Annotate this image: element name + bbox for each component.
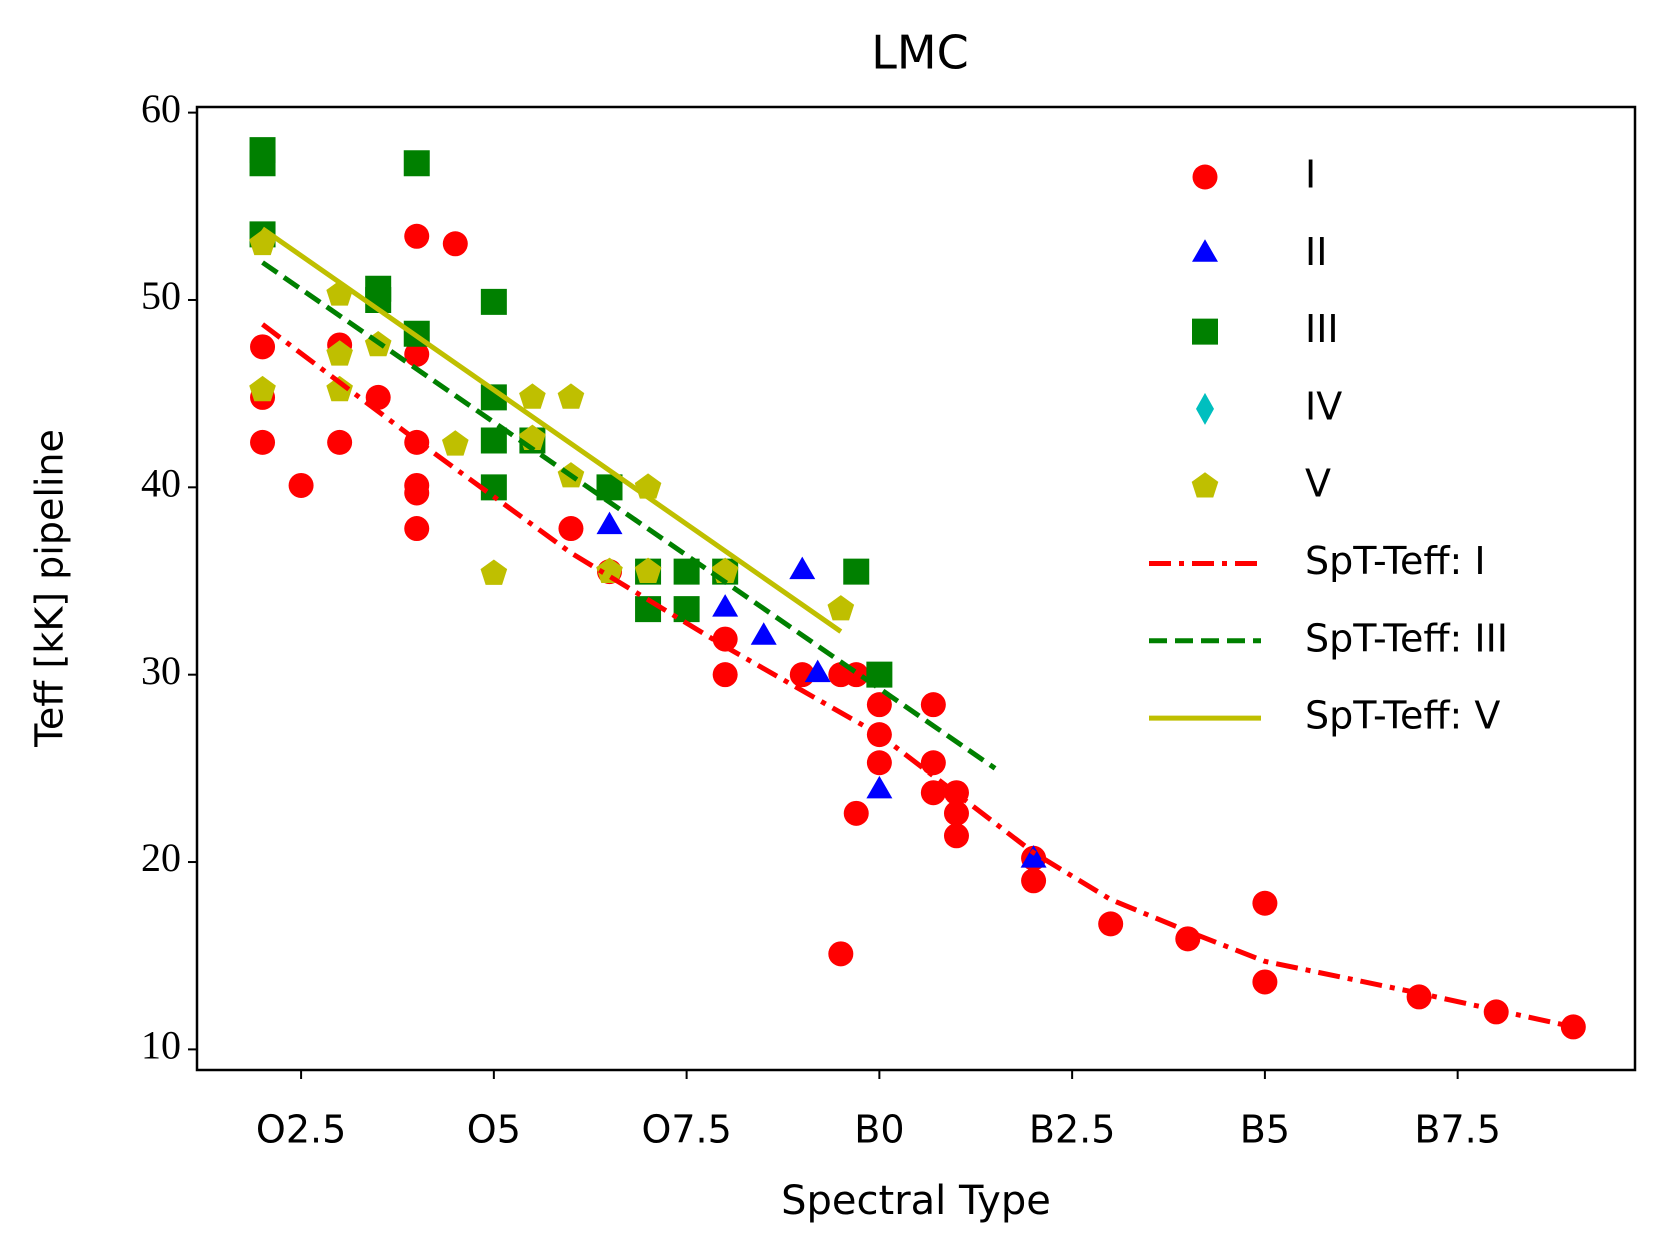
data-point — [480, 427, 507, 454]
data-point — [712, 626, 738, 652]
data-point — [712, 662, 738, 688]
data-point — [326, 375, 353, 402]
legend-label: SpT-Teff: I — [1305, 539, 1486, 583]
data-point — [789, 556, 816, 580]
fit-line — [261, 226, 843, 634]
data-point — [920, 692, 946, 718]
x-tick-label: B2.5 — [1029, 1108, 1116, 1152]
legend-label: II — [1305, 230, 1327, 274]
plot-frame — [195, 105, 1637, 1072]
x-tick-label: B7.5 — [1414, 1108, 1501, 1152]
data-point — [404, 341, 430, 367]
fit-line — [261, 322, 1574, 1030]
legend-label: III — [1305, 307, 1339, 351]
data-point — [404, 516, 430, 542]
y-tick-label: 30 — [141, 648, 181, 693]
data-point — [480, 559, 508, 585]
data-point — [596, 474, 623, 501]
data-point — [843, 558, 870, 585]
data-point — [327, 429, 353, 455]
data-point — [920, 750, 946, 776]
x-tick-label: B0 — [854, 1108, 904, 1152]
data-point — [804, 659, 831, 683]
data-point — [519, 383, 546, 409]
data-point — [920, 780, 946, 806]
y-tick-label: 10 — [141, 1023, 181, 1068]
data-point — [403, 150, 430, 177]
data-point — [480, 474, 507, 501]
data-point — [326, 340, 353, 366]
x-tick-label: B5 — [1240, 1108, 1290, 1152]
data-point — [480, 384, 507, 411]
data-point — [596, 511, 623, 535]
data-point — [557, 383, 585, 409]
data-point — [1252, 969, 1278, 995]
data-point — [1175, 926, 1201, 952]
y-tick-label: 20 — [141, 835, 181, 880]
legend-marker — [1192, 164, 1218, 190]
data-point — [250, 334, 276, 360]
legend-label: I — [1305, 153, 1316, 197]
x-tick-label: O2.5 — [256, 1108, 346, 1152]
data-point — [1098, 911, 1124, 937]
data-point — [596, 557, 623, 583]
data-point — [404, 223, 430, 249]
x-axis-label: Spectral Type — [781, 1178, 1051, 1224]
data-point — [442, 231, 468, 257]
data-point — [712, 594, 739, 617]
data-point — [249, 375, 276, 402]
data-point — [673, 558, 700, 585]
data-point — [750, 622, 777, 645]
data-point — [827, 595, 855, 621]
data-point — [288, 472, 314, 498]
data-point — [1020, 845, 1047, 868]
chart-title: LMC — [871, 26, 968, 80]
legend-label: SpT-Teff: III — [1305, 616, 1508, 660]
legend-marker — [1191, 472, 1219, 498]
data-point — [634, 557, 662, 583]
data-point — [673, 596, 700, 623]
legend-label: V — [1305, 462, 1331, 506]
data-point — [1252, 890, 1278, 916]
y-tick-label: 50 — [141, 273, 181, 318]
data-point — [250, 429, 276, 455]
y-tick-label: 40 — [141, 461, 181, 506]
y-axis-label: Teff [kK] pipeline — [28, 429, 72, 748]
data-point — [1406, 984, 1432, 1010]
data-point — [866, 775, 893, 799]
legend-label: IV — [1305, 384, 1342, 428]
data-point — [843, 800, 869, 826]
data-point — [404, 480, 430, 506]
legend-marker — [1192, 318, 1218, 345]
y-tick-label: 60 — [141, 86, 181, 131]
legend-marker — [1192, 239, 1218, 262]
legend-label: SpT-Teff: V — [1305, 694, 1500, 738]
data-point — [866, 692, 892, 718]
data-point — [441, 430, 469, 456]
data-point — [480, 288, 507, 315]
x-tick-label: O5 — [467, 1108, 521, 1152]
data-point — [1021, 868, 1047, 894]
data-point — [249, 150, 276, 177]
data-point — [943, 800, 969, 826]
x-tick-label: O7.5 — [641, 1108, 731, 1152]
data-point — [943, 823, 969, 849]
data-point — [828, 941, 854, 967]
data-point — [558, 516, 584, 542]
fit-line — [261, 260, 997, 771]
data-point — [866, 750, 892, 776]
legend-marker — [1196, 392, 1214, 425]
